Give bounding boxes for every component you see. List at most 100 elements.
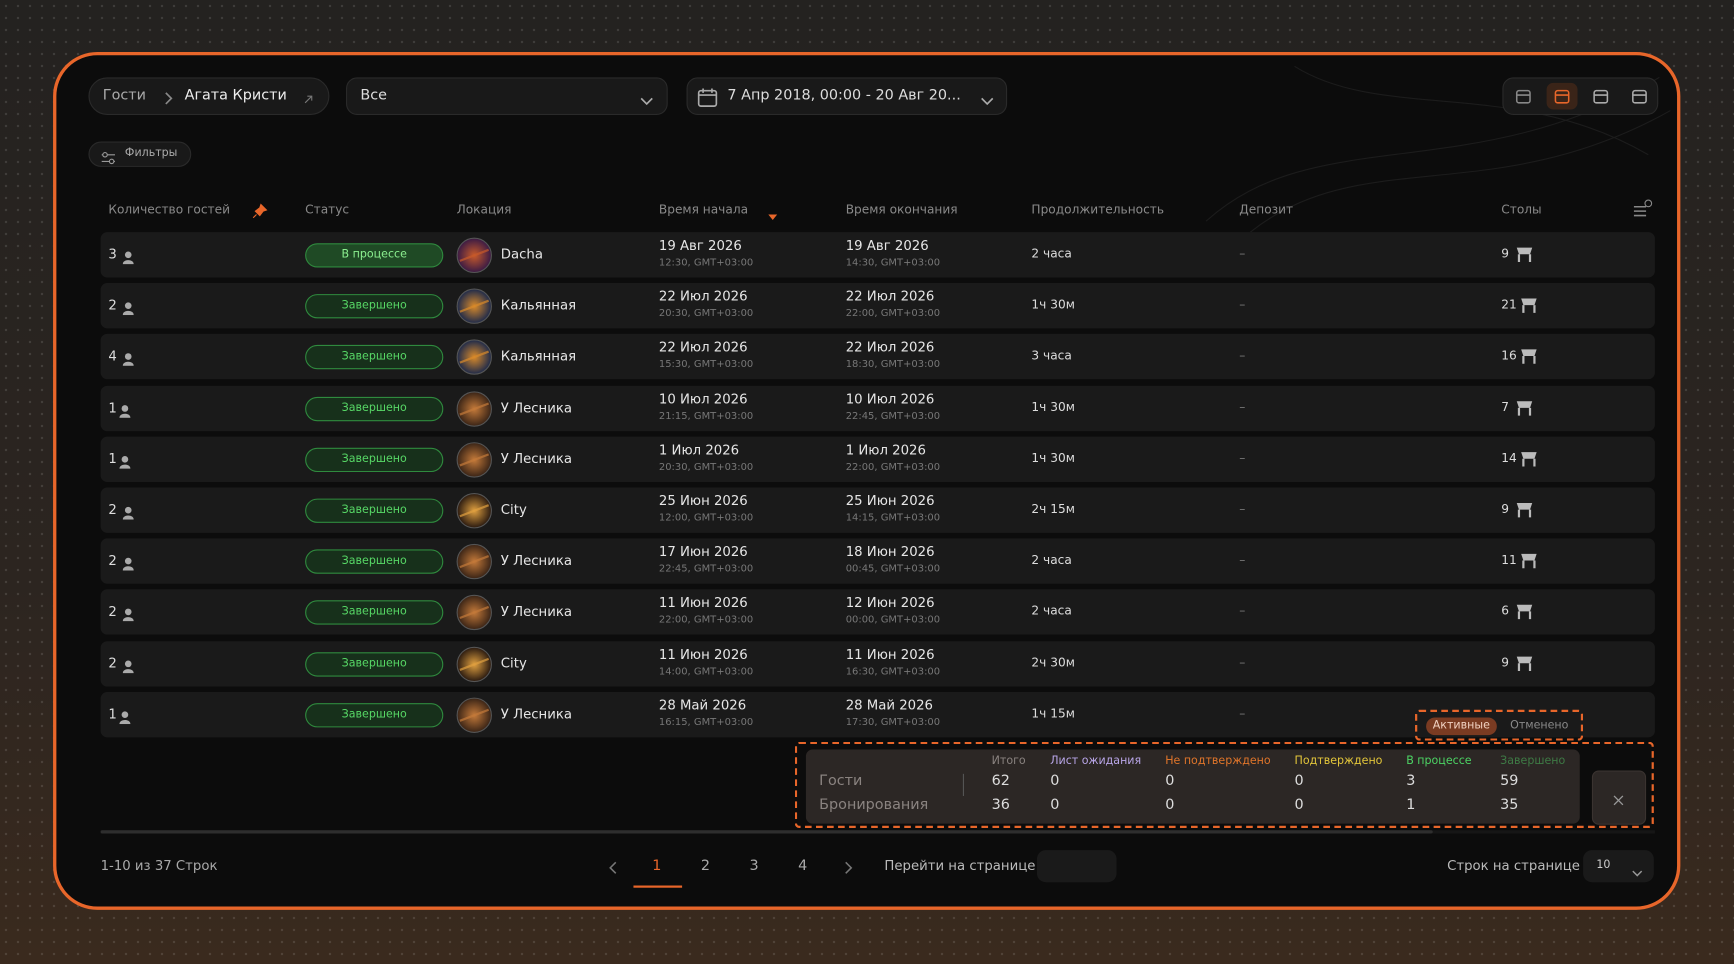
list-view-icon (1592, 87, 1610, 109)
booking-row[interactable]: 1 Завершено У Лесника 28 Май 2026 16:15, GMT… (100, 691, 1655, 738)
status-badge: В процессе (305, 243, 444, 268)
column-header[interactable]: Локация (456, 202, 512, 217)
breadcrumb-current: Агата Кристи (184, 87, 287, 104)
duration: 2ч 30м (1031, 655, 1075, 670)
table-number: 11 (1501, 552, 1517, 568)
end-time: 16:30, GMT+03:00 (845, 666, 941, 678)
start-date: 17 Июн 2026 (658, 544, 748, 560)
page-button[interactable]: 3 (749, 857, 759, 875)
end-time: 18:30, GMT+03:00 (845, 359, 941, 371)
guest-count: 1 (108, 399, 117, 416)
end-date: 12 Июн 2026 (845, 595, 935, 611)
status-badge: Завершено (305, 702, 444, 728)
deposit: – (1239, 501, 1246, 517)
view-switcher (1502, 77, 1659, 115)
guest-count: 4 (108, 348, 117, 365)
dropdown-icon (1632, 862, 1643, 883)
booking-row[interactable]: 3 В процессе Dacha 19 Авг 2026 12:30, GMT+03… (100, 232, 1655, 278)
status-select[interactable]: Все (346, 77, 668, 115)
rows-per-page-label: Строк на странице (1447, 857, 1580, 874)
list-view-button[interactable] (1585, 83, 1616, 110)
start-date: 11 Июн 2026 (658, 595, 748, 611)
table-icon (1515, 654, 1535, 676)
booking-row[interactable]: 1 Завершено У Лесника 10 Июл 2026 21:15, GMT… (100, 385, 1655, 431)
range-text: 1-10 из 37 Строк (100, 857, 218, 874)
person-icon (119, 707, 131, 728)
start-date: 22 Июл 2026 (658, 339, 748, 356)
start-time: 20:30, GMT+03:00 (658, 461, 754, 473)
table-icon (1519, 296, 1539, 318)
end-date: 19 Авг 2026 (845, 237, 929, 254)
deposit: – (1239, 399, 1246, 415)
summary-value: 0 (1050, 772, 1060, 790)
prev-page-button[interactable] (608, 859, 619, 880)
tab-cancelled[interactable]: Отменено (1510, 719, 1569, 732)
duration: 1ч 30м (1031, 297, 1075, 312)
goto-input[interactable] (1036, 850, 1117, 883)
column-header[interactable]: Продолжительность (1031, 202, 1165, 217)
start-time: 14:00, GMT+03:00 (658, 666, 754, 678)
location-avatar (455, 594, 493, 636)
end-time: 14:30, GMT+03:00 (845, 257, 941, 269)
summary-close-button[interactable] (1591, 770, 1647, 825)
location-name: У Лесника (500, 450, 572, 467)
column-header[interactable]: Депозит (1239, 202, 1294, 217)
table-icon (1519, 450, 1539, 472)
table-number: 14 (1501, 450, 1517, 466)
scroll-thumb[interactable] (100, 830, 1433, 834)
column-header[interactable]: Статус (305, 202, 350, 217)
page-button[interactable]: 1 (652, 857, 662, 875)
booking-row[interactable]: 1 Завершено У Лесника 1 Июл 2026 20:30, GMT+… (100, 436, 1655, 482)
pin-icon (252, 202, 268, 223)
start-date: 11 Июн 2026 (658, 646, 748, 662)
summary-value: 59 (1500, 772, 1519, 790)
deposit: – (1239, 450, 1246, 466)
booking-row[interactable]: 2 Завершено У Лесника 11 Июн 2026 22:00, GMT… (100, 589, 1655, 636)
duration: 3 часа (1031, 348, 1072, 364)
summary-value: 0 (1165, 772, 1175, 790)
breadcrumb-root[interactable]: Гости (102, 87, 146, 104)
calendar-view-button[interactable] (1546, 82, 1578, 110)
summary-row-label: Гости (819, 772, 863, 790)
filters-button[interactable]: Фильтры (88, 141, 192, 167)
column-header[interactable]: Время окончания (845, 202, 958, 217)
tab-active[interactable]: Активные (1426, 717, 1497, 736)
dropdown-icon (639, 91, 654, 112)
active-page-underline (633, 885, 683, 888)
page-button[interactable]: 2 (700, 857, 711, 875)
date-range-select[interactable]: 7 Апр 2018, 00:00 - 20 Авг 20... (686, 77, 1008, 115)
schedule-view-button[interactable] (1624, 83, 1655, 110)
status-select-value: Все (360, 87, 388, 104)
duration: 2ч 15м (1031, 501, 1075, 517)
rows-per-page-select[interactable]: 10 (1583, 850, 1654, 883)
person-icon (122, 656, 134, 677)
summary-value: 3 (1406, 772, 1416, 790)
duration: 2 часа (1031, 246, 1072, 261)
chart-view-button[interactable] (1508, 83, 1539, 110)
booking-row[interactable]: 2 Завершено City 11 Июн 2026 14:00, GMT+03:0… (100, 640, 1655, 687)
table-icon (1519, 348, 1539, 370)
person-icon (122, 350, 134, 371)
end-time: 17:30, GMT+03:00 (845, 717, 941, 729)
table-number: 6 (1501, 604, 1510, 619)
booking-row[interactable]: 2 Завершено City 25 Июн 2026 12:00, GMT+03:0… (100, 487, 1655, 533)
page-button[interactable]: 4 (798, 857, 808, 875)
deposit: – (1239, 246, 1246, 261)
start-time: 22:45, GMT+03:00 (658, 564, 754, 576)
column-header[interactable]: Столы (1501, 202, 1542, 217)
booking-row[interactable]: 4 Завершено Кальянная 22 Июл 2026 15:30, GMT… (100, 334, 1655, 380)
next-page-button[interactable] (842, 859, 853, 880)
booking-row[interactable]: 2 Завершено Кальянная 22 Июл 2026 20:30, GMT… (100, 283, 1655, 329)
column-header[interactable]: Количество гостей (108, 202, 230, 217)
column-header[interactable]: Время начала (658, 202, 749, 217)
table-number: 9 (1501, 655, 1510, 670)
deposit: – (1239, 348, 1246, 364)
table-icon (1515, 245, 1535, 267)
booking-row[interactable]: 2 Завершено У Лесника 17 Июн 2026 22:45, GMT… (100, 538, 1655, 584)
summary-table: Итого Лист ожидания Не подтверждено Подтвер… (805, 749, 1580, 824)
location-avatar (455, 696, 493, 738)
summary-value: 0 (1165, 797, 1175, 814)
location-name: Dacha (500, 246, 543, 263)
